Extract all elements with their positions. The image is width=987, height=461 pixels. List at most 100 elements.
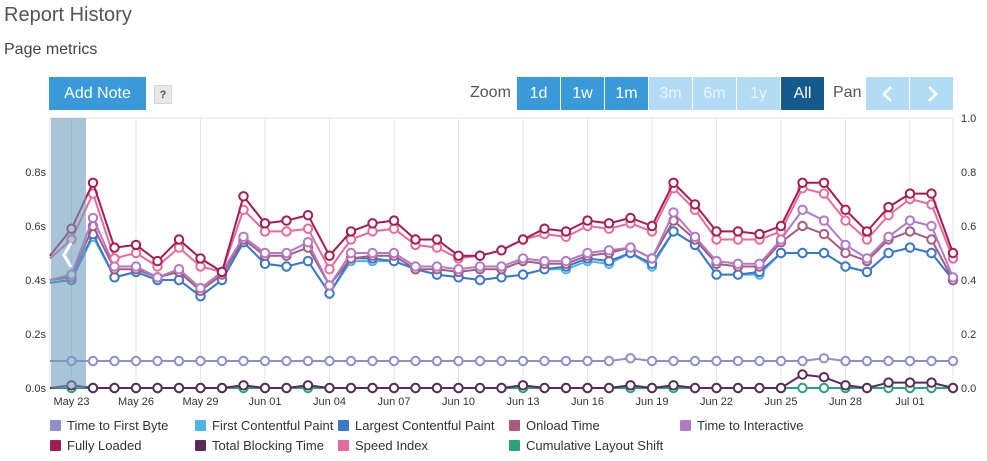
data-point-tbt (87, 382, 99, 394)
data-point-ttfb (302, 355, 314, 367)
data-point-fully (582, 215, 593, 226)
data-point-tbt (797, 369, 808, 380)
y-right-tick-label: 0.6 (961, 221, 976, 233)
data-point-tti (539, 255, 550, 267)
data-point-lcp (883, 247, 894, 259)
data-point-tbt (775, 382, 787, 394)
legend-label: Speed Index (355, 438, 429, 453)
data-point-ttfb (668, 355, 679, 367)
legend-item-cls[interactable]: Cumulative Layout Shift (509, 438, 663, 453)
data-point-tbt (668, 380, 679, 391)
data-point-ttfb (754, 355, 765, 367)
data-point-fully (840, 204, 851, 216)
data-point-tbt (281, 382, 292, 394)
data-point-tti (754, 258, 765, 270)
legend-swatch (50, 420, 61, 431)
data-point-cls (818, 382, 830, 394)
legend-item-onload[interactable]: Onload Time (509, 418, 600, 433)
data-point-ttfb (732, 355, 744, 367)
data-point-tbt (410, 382, 421, 394)
legend-item-tbt[interactable]: Total Blocking Time (195, 438, 324, 453)
x-tick-label: Jun 22 (700, 396, 733, 408)
legend-item-ttfb[interactable]: Time to First Byte (50, 418, 168, 433)
data-point-ttfb (904, 355, 916, 367)
data-point-tbt (216, 382, 228, 394)
data-point-lcp (797, 247, 808, 259)
data-point-tbt (818, 372, 830, 383)
data-point-ttfb (539, 355, 550, 367)
zoom-1d-button[interactable]: 1d (517, 77, 560, 110)
y-right-tick-label: 0.0 (961, 383, 976, 395)
data-point-ttfb (195, 355, 206, 367)
data-point-tbt (539, 382, 550, 394)
data-point-tbt (130, 382, 142, 394)
data-point-ttfb (496, 355, 507, 367)
pan-right-button[interactable] (910, 77, 953, 110)
range-navigator-handle (51, 118, 86, 388)
zoom-1w-button[interactable]: 1w (561, 77, 604, 110)
data-point-tbt (474, 382, 486, 394)
data-point-fully (603, 218, 615, 229)
zoom-1m-button[interactable]: 1m (605, 77, 648, 110)
data-point-tti (238, 231, 249, 243)
data-point-tbt (152, 382, 163, 394)
legend-item-lcp[interactable]: Largest Contentful Paint (338, 418, 494, 433)
data-point-fully (539, 223, 550, 234)
data-point-fully (668, 177, 679, 189)
data-point-fully (625, 212, 636, 224)
pan-left-button[interactable] (866, 77, 909, 110)
chart-legend: Time to First Byte First Contentful Paint… (50, 418, 950, 456)
legend-item-tti[interactable]: Time to Interactive (680, 418, 803, 433)
data-point-tbt (109, 382, 120, 394)
x-tick-label: Jun 01 (248, 396, 281, 408)
data-point-ttfb (388, 355, 400, 367)
zoom-all-button[interactable]: All (781, 77, 824, 110)
data-point-fully (474, 250, 486, 261)
data-point-fully (388, 215, 400, 226)
data-point-fully (410, 234, 421, 245)
data-point-fully (109, 242, 120, 253)
data-point-fully (926, 188, 937, 199)
data-point-lcp (775, 247, 787, 259)
data-point-tbt (453, 382, 464, 394)
legend-item-si[interactable]: Speed Index (338, 438, 428, 453)
metrics-chart: May 23 May 26 May 29 Jun 01 Jun 04 Jun 07 Jun … (25, 113, 976, 408)
y-left-tick-label: 0.0s (25, 383, 46, 395)
legend-swatch (509, 440, 520, 451)
data-point-fully (259, 218, 271, 229)
x-tick-label: May 26 (118, 396, 154, 408)
x-tick-label: Jun 13 (506, 396, 539, 408)
data-point-ttfb (109, 355, 120, 367)
y-left-tick-label: 0.8s (25, 167, 46, 179)
data-point-si (302, 223, 314, 234)
y-right-tick-label: 1.0 (961, 113, 976, 125)
data-point-ttfb (87, 355, 99, 367)
help-icon[interactable]: ? (154, 85, 172, 104)
y-right-tick-label: 0.8 (961, 167, 976, 179)
pan-label: Pan (833, 84, 862, 101)
data-point-lcp (474, 274, 486, 286)
legend-item-fully[interactable]: Fully Loaded (50, 438, 141, 453)
x-tick-label: May 23 (53, 396, 89, 408)
data-point-fully (711, 226, 722, 237)
data-point-tbt (367, 382, 378, 394)
zoom-6m-button[interactable]: 6m (693, 77, 736, 110)
data-point-fully (281, 215, 292, 226)
zoom-3m-button[interactable]: 3m (649, 77, 692, 110)
y-right-tick-label: 0.4 (961, 275, 976, 287)
data-point-tbt (625, 380, 636, 391)
data-point-lcp (668, 226, 679, 237)
data-point-tti (582, 247, 593, 259)
legend-item-fcp[interactable]: First Contentful Paint (195, 418, 333, 433)
data-point-fully (130, 239, 142, 251)
legend-label: Time to Interactive (697, 418, 804, 433)
data-point-ttfb (603, 355, 615, 367)
zoom-1y-button[interactable]: 1y (737, 77, 780, 110)
data-point-tti (281, 247, 292, 259)
data-point-tbt (861, 382, 873, 394)
x-tick-label: Jun 07 (377, 396, 410, 408)
data-point-tbt (754, 382, 765, 394)
add-note-button[interactable]: Add Note (49, 77, 146, 110)
data-point-fully (173, 234, 185, 245)
legend-swatch (680, 420, 691, 431)
